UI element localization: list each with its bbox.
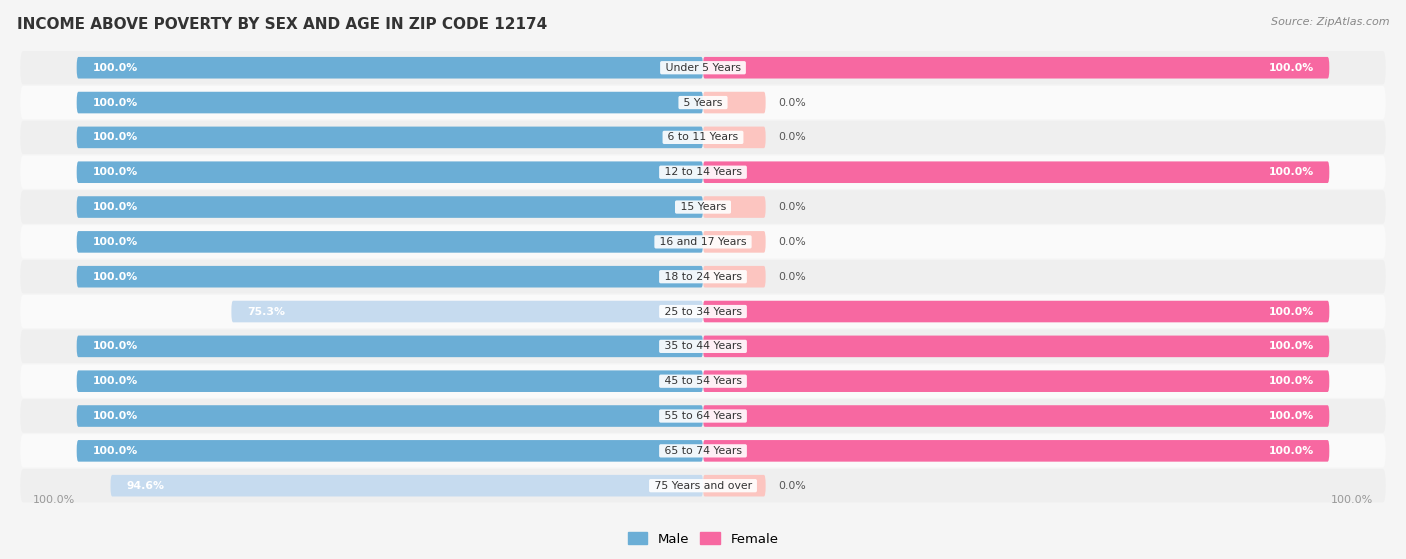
- FancyBboxPatch shape: [20, 51, 1386, 84]
- FancyBboxPatch shape: [77, 440, 703, 462]
- FancyBboxPatch shape: [20, 399, 1386, 433]
- Text: 94.6%: 94.6%: [127, 481, 165, 491]
- Text: 5 Years: 5 Years: [681, 98, 725, 107]
- Text: 0.0%: 0.0%: [778, 132, 806, 143]
- FancyBboxPatch shape: [703, 335, 1329, 357]
- Text: 75 Years and over: 75 Years and over: [651, 481, 755, 491]
- Text: 16 and 17 Years: 16 and 17 Years: [657, 237, 749, 247]
- Text: 65 to 74 Years: 65 to 74 Years: [661, 446, 745, 456]
- FancyBboxPatch shape: [111, 475, 703, 496]
- FancyBboxPatch shape: [232, 301, 703, 323]
- FancyBboxPatch shape: [703, 57, 1329, 78]
- FancyBboxPatch shape: [77, 231, 703, 253]
- Text: 100.0%: 100.0%: [1268, 63, 1313, 73]
- FancyBboxPatch shape: [703, 92, 766, 113]
- Text: 100.0%: 100.0%: [93, 446, 138, 456]
- FancyBboxPatch shape: [703, 162, 1329, 183]
- FancyBboxPatch shape: [703, 301, 1329, 323]
- Text: 100.0%: 100.0%: [93, 202, 138, 212]
- FancyBboxPatch shape: [77, 371, 703, 392]
- Text: 100.0%: 100.0%: [1268, 306, 1313, 316]
- FancyBboxPatch shape: [20, 225, 1386, 259]
- FancyBboxPatch shape: [20, 295, 1386, 328]
- Text: 100.0%: 100.0%: [1331, 495, 1374, 505]
- Text: 0.0%: 0.0%: [778, 237, 806, 247]
- FancyBboxPatch shape: [77, 162, 703, 183]
- Text: 55 to 64 Years: 55 to 64 Years: [661, 411, 745, 421]
- Text: 100.0%: 100.0%: [93, 63, 138, 73]
- Text: 100.0%: 100.0%: [93, 167, 138, 177]
- FancyBboxPatch shape: [77, 126, 703, 148]
- FancyBboxPatch shape: [77, 405, 703, 427]
- Text: 35 to 44 Years: 35 to 44 Years: [661, 342, 745, 352]
- Text: 100.0%: 100.0%: [93, 132, 138, 143]
- FancyBboxPatch shape: [77, 92, 703, 113]
- Legend: Male, Female: Male, Female: [623, 527, 783, 551]
- Text: 100.0%: 100.0%: [32, 495, 75, 505]
- Text: 100.0%: 100.0%: [1268, 411, 1313, 421]
- Text: 100.0%: 100.0%: [93, 342, 138, 352]
- Text: 100.0%: 100.0%: [1268, 167, 1313, 177]
- FancyBboxPatch shape: [703, 371, 1329, 392]
- FancyBboxPatch shape: [77, 266, 703, 287]
- Text: 12 to 14 Years: 12 to 14 Years: [661, 167, 745, 177]
- Text: 100.0%: 100.0%: [93, 272, 138, 282]
- Text: INCOME ABOVE POVERTY BY SEX AND AGE IN ZIP CODE 12174: INCOME ABOVE POVERTY BY SEX AND AGE IN Z…: [17, 17, 547, 32]
- FancyBboxPatch shape: [703, 231, 766, 253]
- Text: 100.0%: 100.0%: [93, 237, 138, 247]
- Text: 0.0%: 0.0%: [778, 272, 806, 282]
- FancyBboxPatch shape: [703, 126, 766, 148]
- FancyBboxPatch shape: [703, 405, 1329, 427]
- FancyBboxPatch shape: [20, 434, 1386, 467]
- FancyBboxPatch shape: [77, 196, 703, 218]
- Text: 25 to 34 Years: 25 to 34 Years: [661, 306, 745, 316]
- Text: Source: ZipAtlas.com: Source: ZipAtlas.com: [1271, 17, 1389, 27]
- FancyBboxPatch shape: [20, 190, 1386, 224]
- Text: 100.0%: 100.0%: [93, 376, 138, 386]
- Text: 75.3%: 75.3%: [247, 306, 285, 316]
- Text: 0.0%: 0.0%: [778, 481, 806, 491]
- FancyBboxPatch shape: [20, 121, 1386, 154]
- FancyBboxPatch shape: [20, 364, 1386, 398]
- Text: 100.0%: 100.0%: [93, 411, 138, 421]
- Text: 45 to 54 Years: 45 to 54 Years: [661, 376, 745, 386]
- FancyBboxPatch shape: [77, 335, 703, 357]
- FancyBboxPatch shape: [20, 155, 1386, 189]
- Text: 0.0%: 0.0%: [778, 202, 806, 212]
- Text: 100.0%: 100.0%: [1268, 446, 1313, 456]
- FancyBboxPatch shape: [703, 196, 766, 218]
- Text: 0.0%: 0.0%: [778, 98, 806, 107]
- Text: 100.0%: 100.0%: [1268, 342, 1313, 352]
- FancyBboxPatch shape: [77, 57, 703, 78]
- FancyBboxPatch shape: [20, 260, 1386, 293]
- FancyBboxPatch shape: [703, 475, 766, 496]
- FancyBboxPatch shape: [703, 266, 766, 287]
- Text: 100.0%: 100.0%: [1268, 376, 1313, 386]
- Text: Under 5 Years: Under 5 Years: [662, 63, 744, 73]
- FancyBboxPatch shape: [20, 330, 1386, 363]
- Text: 100.0%: 100.0%: [93, 98, 138, 107]
- FancyBboxPatch shape: [20, 86, 1386, 119]
- Text: 15 Years: 15 Years: [676, 202, 730, 212]
- Text: 18 to 24 Years: 18 to 24 Years: [661, 272, 745, 282]
- Text: 6 to 11 Years: 6 to 11 Years: [664, 132, 742, 143]
- FancyBboxPatch shape: [703, 440, 1329, 462]
- FancyBboxPatch shape: [20, 469, 1386, 503]
